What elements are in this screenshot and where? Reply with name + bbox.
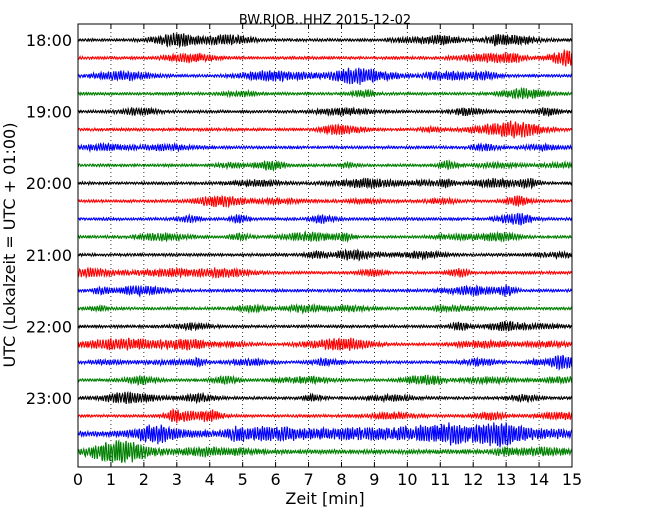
- seismic-trace: [77, 337, 573, 351]
- seismic-trace: [77, 106, 573, 118]
- y-tick-label: 23:00: [26, 389, 72, 408]
- x-tick-label: 8: [336, 470, 346, 489]
- x-tick-label: 15: [562, 470, 582, 489]
- seismic-trace: [77, 48, 573, 67]
- chart-title: BW.RJOB..HHZ 2015-12-02: [239, 13, 411, 28]
- seismic-trace: [77, 302, 573, 315]
- x-tick-label: 4: [205, 470, 215, 489]
- seismic-trace: [77, 354, 573, 372]
- x-tick-label: 6: [271, 470, 281, 489]
- x-tick-label: 2: [139, 470, 149, 489]
- seismic-trace: [77, 320, 573, 332]
- seismic-trace: [77, 439, 573, 464]
- x-tick-label: 7: [303, 470, 313, 489]
- y-tick-label: 18:00: [26, 31, 72, 50]
- x-tick-label: 0: [73, 470, 83, 489]
- trace-group: [77, 32, 573, 464]
- seismic-trace: [77, 141, 573, 153]
- seismic-trace: [77, 176, 573, 190]
- plot-frame: [77, 23, 573, 468]
- y-tick-label: 22:00: [26, 317, 72, 336]
- seismic-trace: [77, 67, 573, 85]
- x-tick-label: 12: [463, 470, 483, 489]
- x-tick-label: 1: [106, 470, 116, 489]
- x-ticks: 0 1 2 3 4 5 6 7 8 9 10 11 12 13 14 15: [73, 24, 582, 489]
- seismic-trace: [77, 230, 573, 244]
- seismic-trace: [77, 212, 573, 226]
- x-tick-label: 10: [397, 470, 417, 489]
- grid-lines: [110, 24, 540, 467]
- x-tick-label: 3: [172, 470, 182, 489]
- seismic-trace: [77, 374, 573, 387]
- seismic-trace: [77, 266, 573, 280]
- x-tick-label: 5: [238, 470, 248, 489]
- y-tick-label: 20:00: [26, 174, 72, 193]
- seismic-trace: [77, 120, 573, 139]
- y-tick-label: 19:00: [26, 103, 72, 122]
- y-ticks: 18:00 19:00 20:00 21:00 22:00 23:00: [26, 31, 572, 408]
- seismic-trace: [77, 248, 573, 262]
- y-axis-label: UTC (Lokalzeit = UTC + 01:00): [0, 123, 19, 368]
- x-tick-label: 11: [430, 470, 450, 489]
- seismic-trace: [77, 159, 573, 173]
- seismic-trace: [77, 407, 573, 424]
- seismic-trace: [77, 284, 573, 298]
- seismic-trace: [77, 390, 573, 405]
- x-axis-label: Zeit [min]: [285, 489, 364, 508]
- seismic-trace: [77, 32, 573, 49]
- seismic-trace: [77, 86, 573, 100]
- x-tick-label: 9: [369, 470, 379, 489]
- seismic-trace: [77, 422, 573, 448]
- x-tick-label: 13: [496, 470, 516, 489]
- x-tick-label: 14: [529, 470, 549, 489]
- seismic-trace: [77, 194, 573, 209]
- y-tick-label: 21:00: [26, 246, 72, 265]
